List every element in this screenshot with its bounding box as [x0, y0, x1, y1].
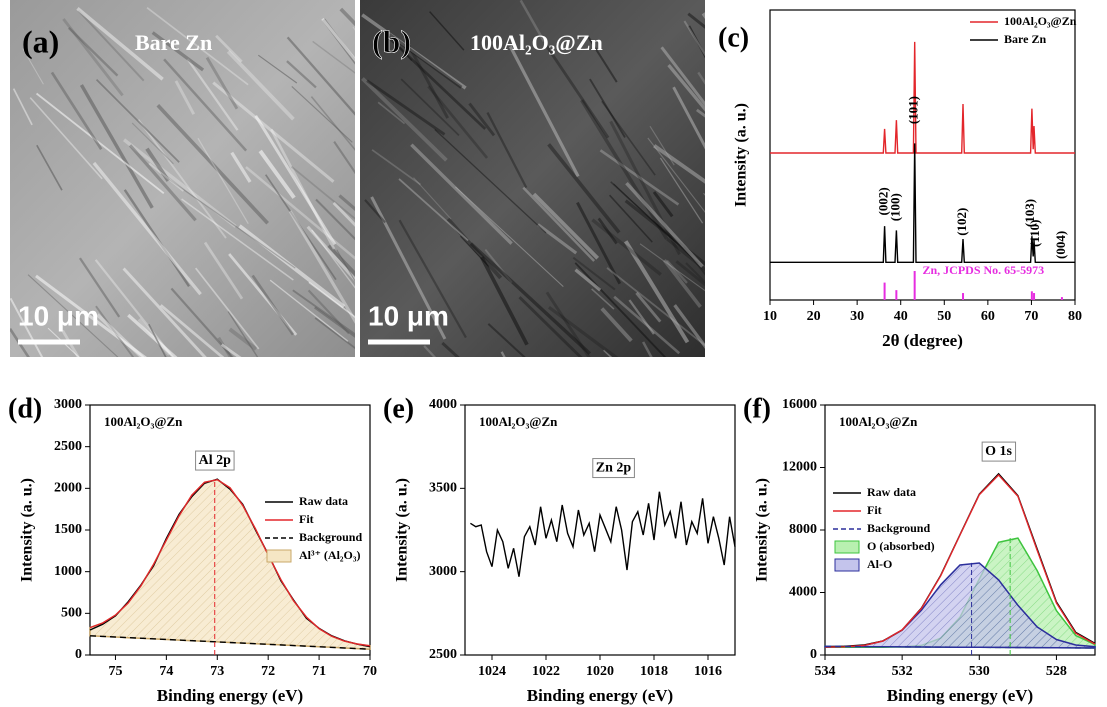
sem-streak	[704, 193, 735, 229]
panel-label: (c)	[718, 22, 749, 53]
x-tick-label: 1024	[478, 664, 506, 679]
y-tick-label: 2500	[429, 647, 457, 662]
y-tick-label: 2500	[54, 439, 82, 454]
line	[770, 42, 1075, 153]
legend-label: Background	[299, 530, 362, 544]
x-tick-label: 75	[108, 664, 122, 679]
annotation: Zn 2p	[596, 461, 632, 476]
legend-label: Fit	[867, 503, 882, 517]
x-tick-label: 1020	[586, 664, 614, 679]
scale-bar-label: 10 μm	[18, 300, 99, 331]
x-axis-label: Binding energy (eV)	[157, 686, 303, 705]
chart: 75 74 73 72 71 70 0 500 1000 1500 2000 2500 3000 Bind…	[8, 393, 377, 704]
x-tick-label: 72	[261, 664, 275, 679]
y-tick-label: 1000	[54, 564, 82, 579]
x-tick-label: 530	[969, 664, 990, 679]
peak-label: (100)	[887, 193, 902, 221]
y-tick-label: 16000	[782, 397, 817, 412]
peak-label: (101)	[906, 96, 921, 124]
legend-label: Al³⁺ (Al₂O₃)	[299, 548, 360, 562]
sem-streak	[502, 352, 534, 412]
y-tick-label: 3000	[429, 564, 457, 579]
peak-label: (102)	[954, 208, 969, 236]
panel-label: (b)	[372, 23, 411, 59]
legend-label: Raw data	[299, 494, 348, 508]
plot-frame	[465, 405, 735, 655]
y-tick-label: 4000	[429, 397, 457, 412]
y-tick-label: 8000	[789, 522, 817, 537]
x-axis-label: 2θ (degree)	[882, 331, 963, 350]
legend-label: O (absorbed)	[867, 539, 935, 553]
sem-streak	[697, 110, 805, 189]
x-tick-label: 70	[1024, 309, 1038, 324]
image-caption: Bare Zn	[135, 30, 212, 55]
y-axis-label: Intensity (a. u.)	[19, 478, 36, 582]
y-axis-label: Intensity (a. u.)	[394, 478, 411, 582]
x-tick-label: 528	[1046, 664, 1067, 679]
y-tick-label: 1500	[54, 522, 82, 537]
sem-streak	[675, 305, 754, 412]
legend-swatch	[267, 550, 291, 562]
x-tick-label: 40	[894, 309, 908, 324]
x-tick-label: 70	[363, 664, 377, 679]
chart-subtitle: 100Al₂O₃@Zn	[839, 414, 918, 429]
chart: 534 532 530 528 0 4000 8000 12000 16000 Binding e…	[743, 393, 1095, 704]
x-tick-label: 10	[763, 309, 777, 324]
chart-subtitle: 100Al₂O₃@Zn	[104, 414, 183, 429]
legend-label: Fit	[299, 512, 314, 526]
panel-label: (a)	[22, 23, 59, 59]
x-tick-label: 50	[937, 309, 951, 324]
x-axis-label: Binding energy (eV)	[887, 686, 1033, 705]
figure: (a) Bare Zn 10 μm (b) 100Al₂O₃@Zn 10 μm …	[0, 0, 1107, 707]
scale-bar-label: 10 μm	[368, 300, 449, 331]
y-tick-label: 12000	[782, 460, 817, 475]
x-tick-label: 1022	[532, 664, 560, 679]
line	[470, 492, 735, 577]
chart: 1024 1022 1020 1018 1016 2500 3000 3500 4000 Bind…	[383, 393, 735, 704]
y-tick-label: 2000	[54, 481, 82, 496]
annotation: Al 2p	[199, 453, 232, 468]
x-tick-label: 73	[210, 664, 224, 679]
sem-streak	[442, 343, 559, 451]
x-tick-label: 71	[312, 664, 326, 679]
sem-streak	[604, 350, 712, 452]
x-tick-label: 74	[159, 664, 173, 679]
chart-subtitle: 100Al₂O₃@Zn	[479, 414, 558, 429]
x-tick-label: 1018	[640, 664, 668, 679]
y-tick-label: 0	[810, 647, 817, 662]
y-tick-label: 3500	[429, 481, 457, 496]
y-axis-label: Intensity (a. u.)	[754, 478, 771, 582]
x-tick-label: 80	[1068, 309, 1082, 324]
reference-label: Zn, JCPDS No. 65-5973	[923, 263, 1045, 277]
x-tick-label: 20	[807, 309, 821, 324]
y-tick-label: 0	[75, 647, 82, 662]
annotation: O 1s	[985, 444, 1012, 459]
x-tick-label: 60	[981, 309, 995, 324]
x-axis-label: Binding energy (eV)	[527, 686, 673, 705]
panel-label: (d)	[8, 393, 42, 424]
peak-label: (110)	[1027, 220, 1042, 247]
y-tick-label: 3000	[54, 397, 82, 412]
plot-frame	[770, 10, 1075, 300]
x-tick-label: 534	[815, 664, 836, 679]
panel-label: (e)	[383, 393, 414, 424]
sem-streak	[643, 342, 716, 476]
legend-label: 100Al₂O₃@Zn	[1004, 14, 1077, 28]
x-tick-label: 30	[850, 309, 864, 324]
y-axis-label: Intensity (a. u.)	[733, 103, 750, 207]
legend-swatch	[835, 541, 859, 553]
legend-label: Raw data	[867, 485, 916, 499]
panel-label: (f)	[743, 393, 771, 424]
chart: 10 20 30 40 50 60 70 80 2θ (degree) Intensity (a.…	[718, 10, 1082, 350]
y-tick-label: 500	[61, 606, 82, 621]
y-tick-label: 4000	[789, 585, 817, 600]
legend-label: Bare Zn	[1004, 32, 1046, 46]
legend-swatch	[835, 559, 859, 571]
legend-label: Background	[867, 521, 930, 535]
peak-label: (004)	[1053, 231, 1068, 259]
x-tick-label: 1016	[694, 664, 722, 679]
image-caption: 100Al₂O₃@Zn	[470, 30, 603, 55]
legend-label: Al-O	[867, 557, 892, 571]
x-tick-label: 532	[892, 664, 913, 679]
